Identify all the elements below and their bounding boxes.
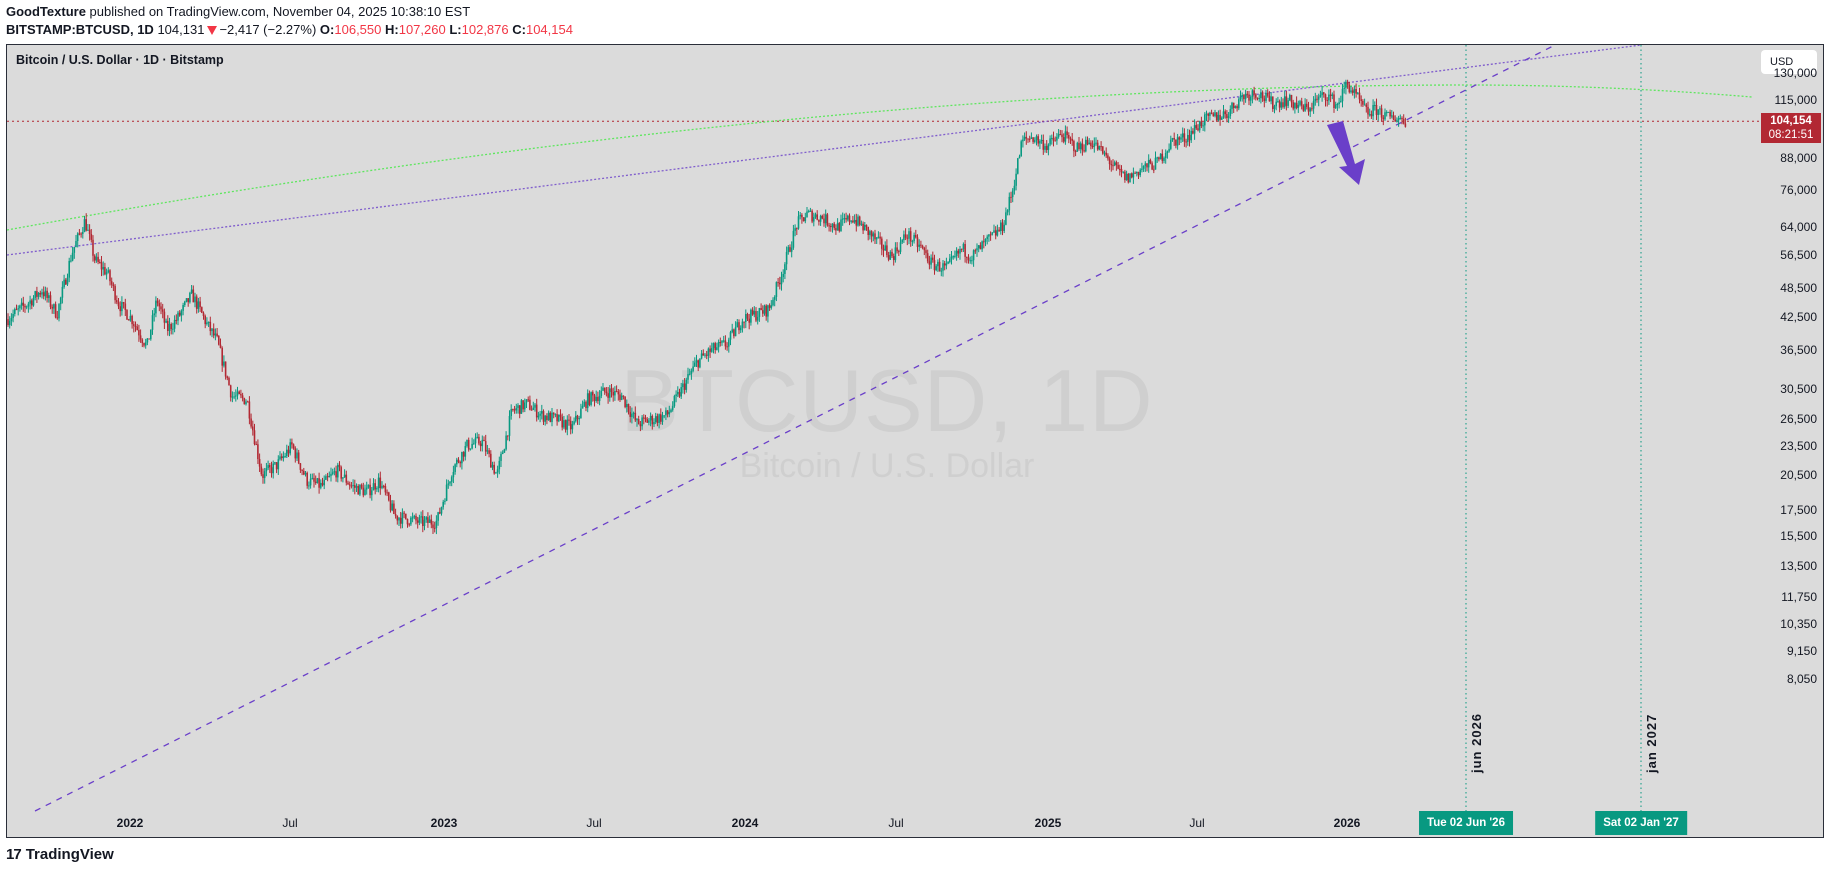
vertical-line-date-tag: Tue 02 Jun '26	[1419, 811, 1513, 835]
price-tick: 36,500	[1780, 342, 1817, 357]
brand-name: TradingView	[25, 846, 114, 863]
close-value: 104,154	[525, 22, 573, 37]
time-tick: Jul	[282, 816, 298, 830]
low-value: 102,876	[461, 22, 509, 37]
close-label: C:	[512, 22, 526, 37]
footer-branding: 17 TradingView	[6, 846, 114, 863]
time-tick: 2024	[731, 816, 759, 830]
vertical-line-label-jan-2027: jan 2027	[1644, 713, 1659, 773]
price-tick: 64,000	[1780, 220, 1817, 235]
price-tick: 115,000	[1774, 92, 1818, 107]
candlestick-series	[7, 79, 1407, 535]
time-tick: Jul	[586, 816, 602, 830]
high-label: H:	[385, 22, 399, 37]
symbol-legend: BITSTAMP:BTCUSD, 1D 104,131 −2,417 (−2.27…	[6, 21, 573, 39]
price-tick: 10,350	[1780, 617, 1817, 632]
chart-title: Bitcoin / U.S. Dollar · 1D · Bitstamp	[16, 53, 224, 67]
price-tick: 11,750	[1781, 589, 1817, 604]
high-value: 107,260	[398, 22, 446, 37]
price-tag-value: 104,154	[1770, 115, 1812, 128]
price-tick: 17,500	[1780, 502, 1817, 517]
price-tick: 26,500	[1780, 412, 1817, 427]
author-name[interactable]: GoodTexture	[6, 4, 86, 19]
last-price: 104,131	[157, 22, 205, 37]
tradingview-logo-icon: 17	[6, 846, 22, 863]
price-tick: 76,000	[1780, 182, 1817, 197]
support-trendline	[34, 45, 1557, 812]
time-tick: 2026	[1333, 816, 1361, 830]
price-tick: 30,500	[1780, 381, 1817, 396]
publication-header: GoodTexture published on TradingView.com…	[6, 3, 573, 39]
symbol-label: BITSTAMP:BTCUSD, 1D	[6, 22, 154, 37]
down-arrow-annotation[interactable]	[1327, 121, 1365, 185]
price-tick: 15,500	[1780, 529, 1817, 544]
currency-button[interactable]: USD	[1761, 50, 1817, 74]
down-triangle-icon	[207, 26, 218, 35]
publication-info: GoodTexture published on TradingView.com…	[6, 3, 573, 21]
vertical-line-date-tag: Sat 02 Jan '27	[1595, 811, 1687, 835]
time-tick: Jul	[1189, 816, 1205, 830]
last-price-tag: 104,154 08:21:51	[1761, 113, 1821, 144]
price-tick: 130,000	[1773, 66, 1817, 80]
published-text: published on TradingView.com, November 0…	[85, 4, 471, 19]
curved-resistance-arc	[7, 84, 1753, 231]
price-change: −2,417 (−2.27%)	[219, 22, 317, 37]
time-tick: 2022	[116, 816, 144, 830]
open-value: 106,550	[334, 22, 382, 37]
bar-countdown: 08:21:51	[1768, 129, 1814, 142]
price-axis[interactable]: USD 130,000 115,000 88,000 76,000 64,000 56,5…	[1757, 45, 1823, 790]
price-tick: 42,500	[1780, 309, 1817, 324]
time-axis[interactable]: 2022 Jul 2023 Jul 2024 Jul 2025 Jul 2026 Tue 02 J…	[7, 809, 1759, 837]
price-tick: 88,000	[1780, 151, 1817, 165]
price-tick: 9,150	[1786, 644, 1817, 659]
time-tick: 2023	[430, 816, 458, 830]
low-label: L:	[449, 22, 462, 37]
price-tick: 20,500	[1780, 468, 1817, 483]
upper-trendline	[7, 45, 1642, 256]
price-plot[interactable]	[7, 45, 1824, 838]
price-tick: 56,500	[1780, 247, 1817, 262]
price-tick: 23,500	[1780, 438, 1817, 453]
vertical-line-label-jun-2026: jun 2026	[1469, 712, 1484, 773]
price-tick: 13,500	[1780, 559, 1817, 574]
open-label: O:	[319, 22, 335, 37]
chart-pane[interactable]: BTCUSD, 1D Bitcoin / U.S. Dollar Bitcoin…	[6, 44, 1824, 838]
time-tick: Jul	[888, 816, 904, 830]
time-tick: 2025	[1034, 816, 1062, 830]
price-tick: 48,500	[1780, 280, 1817, 295]
price-tick: 8,050	[1786, 672, 1817, 686]
